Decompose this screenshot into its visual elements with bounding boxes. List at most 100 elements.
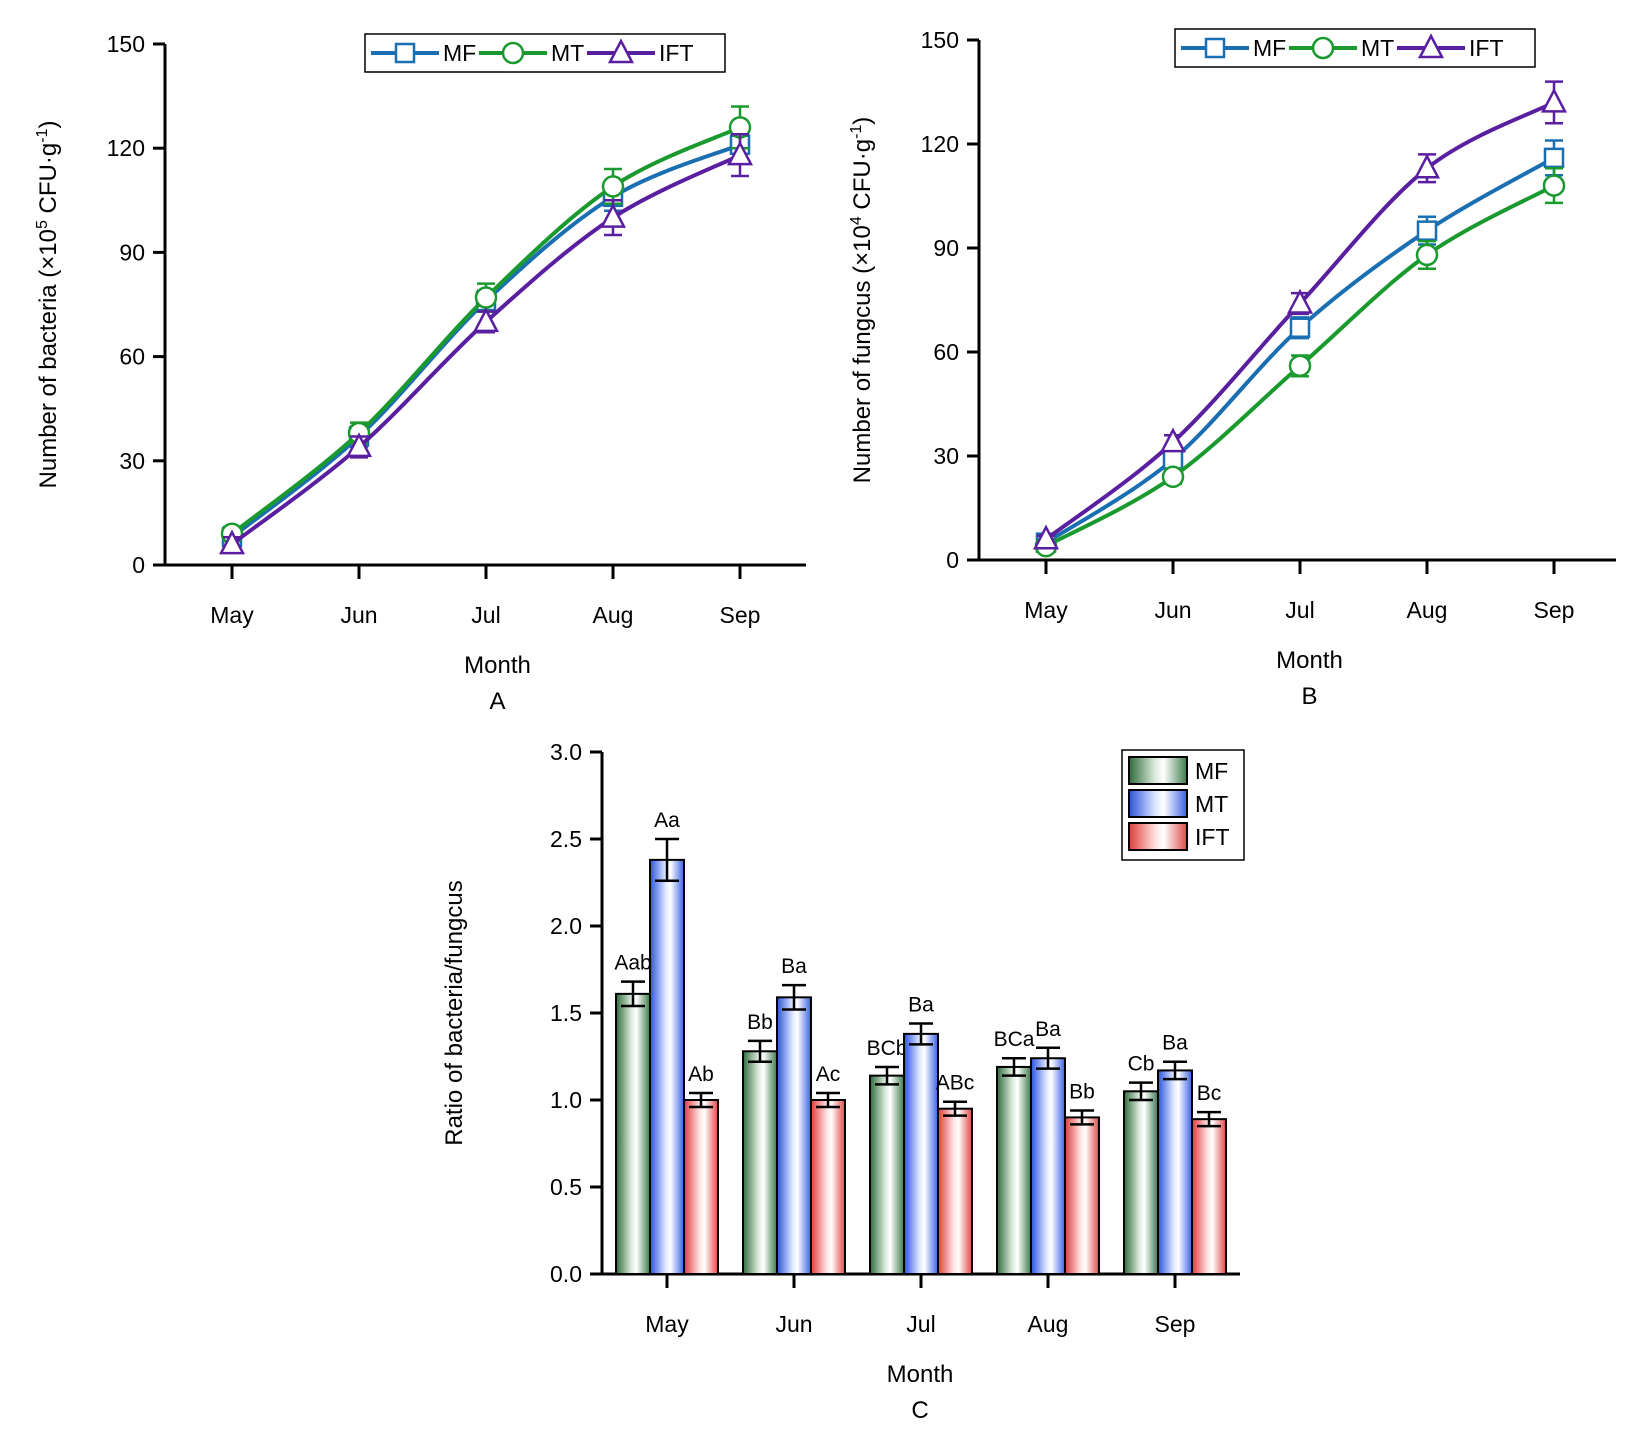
panel-c-y-axis-label: Ratio of bacteria/fungcus (441, 880, 468, 1146)
panel-c-significance-label: Ba (781, 955, 807, 978)
panel-c-error-bar (816, 1091, 840, 1109)
panel-c-series-mf: Aab Bb BCb BCa Cb (614, 952, 1159, 1276)
panel-a-legend-label-mf: MF (443, 40, 476, 66)
panel-c-y-tick-label: 2.0 (550, 913, 582, 939)
panel-b-y-label-part-4: ) (849, 117, 876, 125)
panel-b-y-tick-label: 60 (933, 339, 959, 365)
panel-c-panel-label: C (911, 1397, 928, 1424)
panel-a-x-tick-label: Sep (720, 602, 761, 628)
panel-b-legend-label-mt: MT (1361, 35, 1394, 61)
panel-c-error-bar (621, 980, 645, 1008)
panel-c-error-bar (782, 983, 806, 1011)
panel-c-error-bar (655, 837, 679, 883)
panel-b-y-axis-label: Number of fungcus (×104 CFU·g-1) (848, 117, 876, 484)
panel-c-x-tick-label: Jun (775, 1311, 812, 1337)
panel-c-y-tick-label: 1.5 (550, 1000, 582, 1026)
panel-b-x-tick-label: Jun (1154, 597, 1191, 623)
panel-a-legend-marker-ift (607, 38, 635, 64)
panel-c-x-tick-label: May (645, 1311, 689, 1337)
panel-c-error-bar (1163, 1060, 1187, 1081)
panel-a-x-tick-label: Jun (340, 602, 377, 628)
panel-c-bar-mt (1030, 1057, 1066, 1275)
panel-c-significance-label: BCb (867, 1037, 908, 1060)
panel-b-data-point-mt (1415, 243, 1439, 267)
panel-b-y-label-part-0: Number of fungcus (×10 (849, 225, 876, 483)
panel-b-legend-label-mf: MF (1253, 35, 1286, 61)
panel-c-legend-swatch-mt (1128, 789, 1188, 818)
panel-c-bar-ift (937, 1107, 973, 1275)
panel-a-x-axis-label: Month (464, 652, 531, 679)
panel-c-significance-label: Cb (1128, 1053, 1155, 1076)
panel-c-significance-label: Ba (908, 993, 934, 1016)
panel-b-legend-marker-mf (1204, 37, 1226, 59)
panel-c-x-tick-label: Sep (1155, 1311, 1196, 1337)
panel-a-legend-label-ift: IFT (659, 40, 694, 66)
panel-a-data-point-ift (345, 432, 373, 458)
panel-a-y-tick-label: 90 (119, 239, 145, 265)
panel-a-data-point-mt (601, 175, 625, 198)
panel-c-x-tick-label: Jul (906, 1311, 935, 1337)
panel-a-series-ift (218, 133, 754, 555)
panel-b-data-point-mt (1288, 354, 1312, 378)
panel-c-legend-label-ift: IFT (1195, 824, 1230, 850)
panel-a-x-tick-label: Jul (471, 602, 500, 628)
panel-a-y-label-part-2: CFU·g (35, 143, 62, 220)
panel-b-legend: MF MT IFT (1174, 28, 1536, 68)
panel-c-y-tick-label: 1.0 (550, 1087, 582, 1113)
panel-c-significance-label: BCa (994, 1028, 1035, 1051)
panel-a-legend-marker-mf (394, 42, 416, 64)
panel-c-bar-mf (1123, 1090, 1159, 1276)
panel-b-y-tick-label: 0 (946, 547, 959, 573)
panel-c-error-bar (909, 1022, 933, 1046)
panel-c-error-bar (1070, 1109, 1094, 1126)
panel-c-y-tick-label: 3.0 (550, 739, 582, 765)
panel-b-x-tick-label: May (1024, 597, 1068, 623)
panel-c-bar-mt (1157, 1069, 1193, 1276)
panel-c-x-tick-label: Aug (1028, 1311, 1069, 1337)
panel-c-significance-label: Ab (688, 1063, 714, 1086)
panel-a-data-point-ift (218, 529, 246, 555)
panel-c-bar-ift (1064, 1116, 1100, 1276)
panel-b-y-label-part-2: CFU·g (849, 139, 876, 216)
panel-c-chart: 0.0 0.5 1.0 1.5 2.0 2.5 3.0 May Jun Jul Aug Sep Mont… (441, 739, 1245, 1424)
panel-c-bar-ift (1191, 1118, 1227, 1276)
panel-a-y-label-part-4: ) (35, 121, 62, 129)
panel-b-chart: 0 30 60 90 120 150 May Jun Jul Aug Sep Month B Number… (848, 27, 1616, 710)
panel-a-y-label-part-1: 5 (34, 220, 51, 229)
panel-b-y-tick-label: 120 (921, 131, 959, 157)
panel-a-panel-label: A (489, 688, 505, 715)
panel-c-x-axis-label: Month (887, 1361, 954, 1388)
panel-a-data-point-ift (726, 140, 754, 166)
panel-a-y-label-part-0: Number of bacteria (×10 (35, 229, 62, 488)
panel-a-y-label-part-3: -1 (34, 128, 51, 142)
panel-b-data-point-ift (1032, 524, 1060, 550)
panel-a-x-tick-label: May (210, 602, 254, 628)
panel-c-bar-mt (649, 858, 685, 1275)
panel-c-legend-label-mf: MF (1195, 758, 1228, 784)
panel-a-x-tick-label: Aug (593, 602, 634, 628)
panel-a-data-point-ift (472, 307, 500, 333)
panel-a-y-tick-label: 120 (107, 135, 145, 161)
panel-b-data-point-ift (1540, 87, 1568, 113)
panel-a-data-point-ift (599, 202, 627, 228)
panel-c-significance-label: ABc (936, 1072, 975, 1095)
panel-b-series-mt (1034, 167, 1566, 558)
panel-c-error-bar (943, 1100, 967, 1117)
panel-c-bar-ift (810, 1099, 846, 1275)
panel-b-y-label-part-3: -1 (848, 125, 865, 139)
panel-c-bar-ift (683, 1099, 719, 1275)
panel-b-data-point-ift (1159, 427, 1187, 453)
panel-b-x-axis-label: Month (1276, 647, 1343, 674)
panel-c-significance-label: Aa (654, 809, 680, 832)
panel-b-data-point-ift (1286, 288, 1314, 314)
panel-b-x-tick-label: Aug (1407, 597, 1448, 623)
panel-c-significance-label: Bb (1069, 1080, 1095, 1103)
panel-c-bar-mf (615, 992, 651, 1275)
panel-b-legend-label-ift: IFT (1469, 35, 1504, 61)
panel-a-y-tick-label: 0 (132, 552, 145, 578)
panel-a-legend-label-mt: MT (551, 40, 584, 66)
panel-c-significance-label: Ac (816, 1063, 841, 1086)
panel-a-y-tick-label: 30 (119, 448, 145, 474)
panel-b-data-point-mf (1289, 317, 1311, 338)
